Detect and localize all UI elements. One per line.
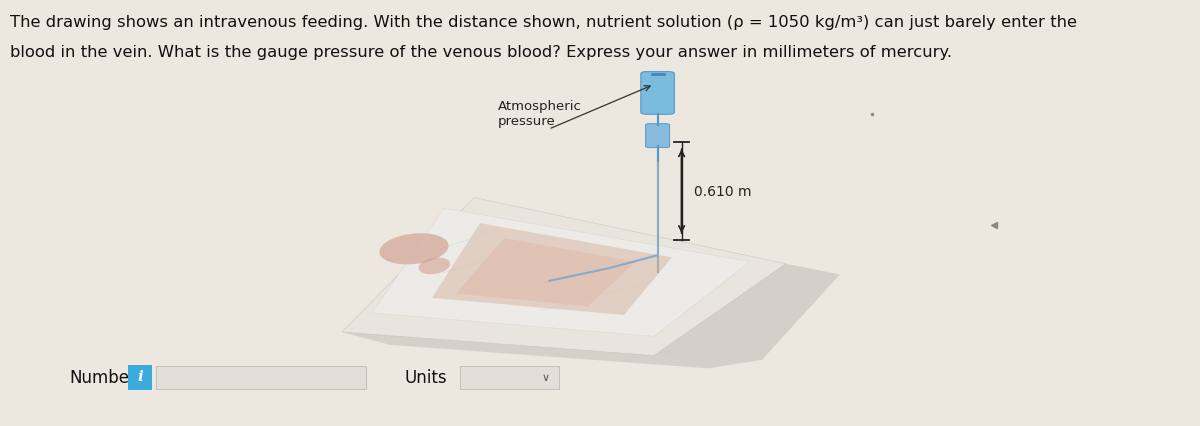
Polygon shape [456, 239, 636, 307]
Ellipse shape [419, 258, 450, 275]
Text: ∨: ∨ [542, 372, 550, 383]
FancyBboxPatch shape [460, 366, 559, 389]
Text: blood in the vein. What is the gauge pressure of the venous blood? Express your : blood in the vein. What is the gauge pre… [10, 45, 952, 60]
Text: Atmospheric
pressure: Atmospheric pressure [498, 100, 582, 128]
Text: The drawing shows an intravenous feeding. With the distance shown, nutrient solu: The drawing shows an intravenous feeding… [10, 15, 1076, 30]
Text: 0.610 m: 0.610 m [694, 185, 751, 199]
Polygon shape [372, 209, 750, 337]
Polygon shape [432, 224, 672, 315]
FancyBboxPatch shape [641, 72, 674, 115]
FancyBboxPatch shape [646, 124, 670, 148]
FancyBboxPatch shape [156, 366, 366, 389]
Polygon shape [654, 264, 840, 368]
Polygon shape [342, 332, 708, 368]
Polygon shape [342, 198, 786, 356]
Ellipse shape [379, 234, 449, 265]
Text: i: i [138, 370, 143, 383]
FancyBboxPatch shape [128, 365, 152, 390]
Text: Number: Number [70, 368, 137, 386]
Text: Units: Units [404, 368, 448, 386]
